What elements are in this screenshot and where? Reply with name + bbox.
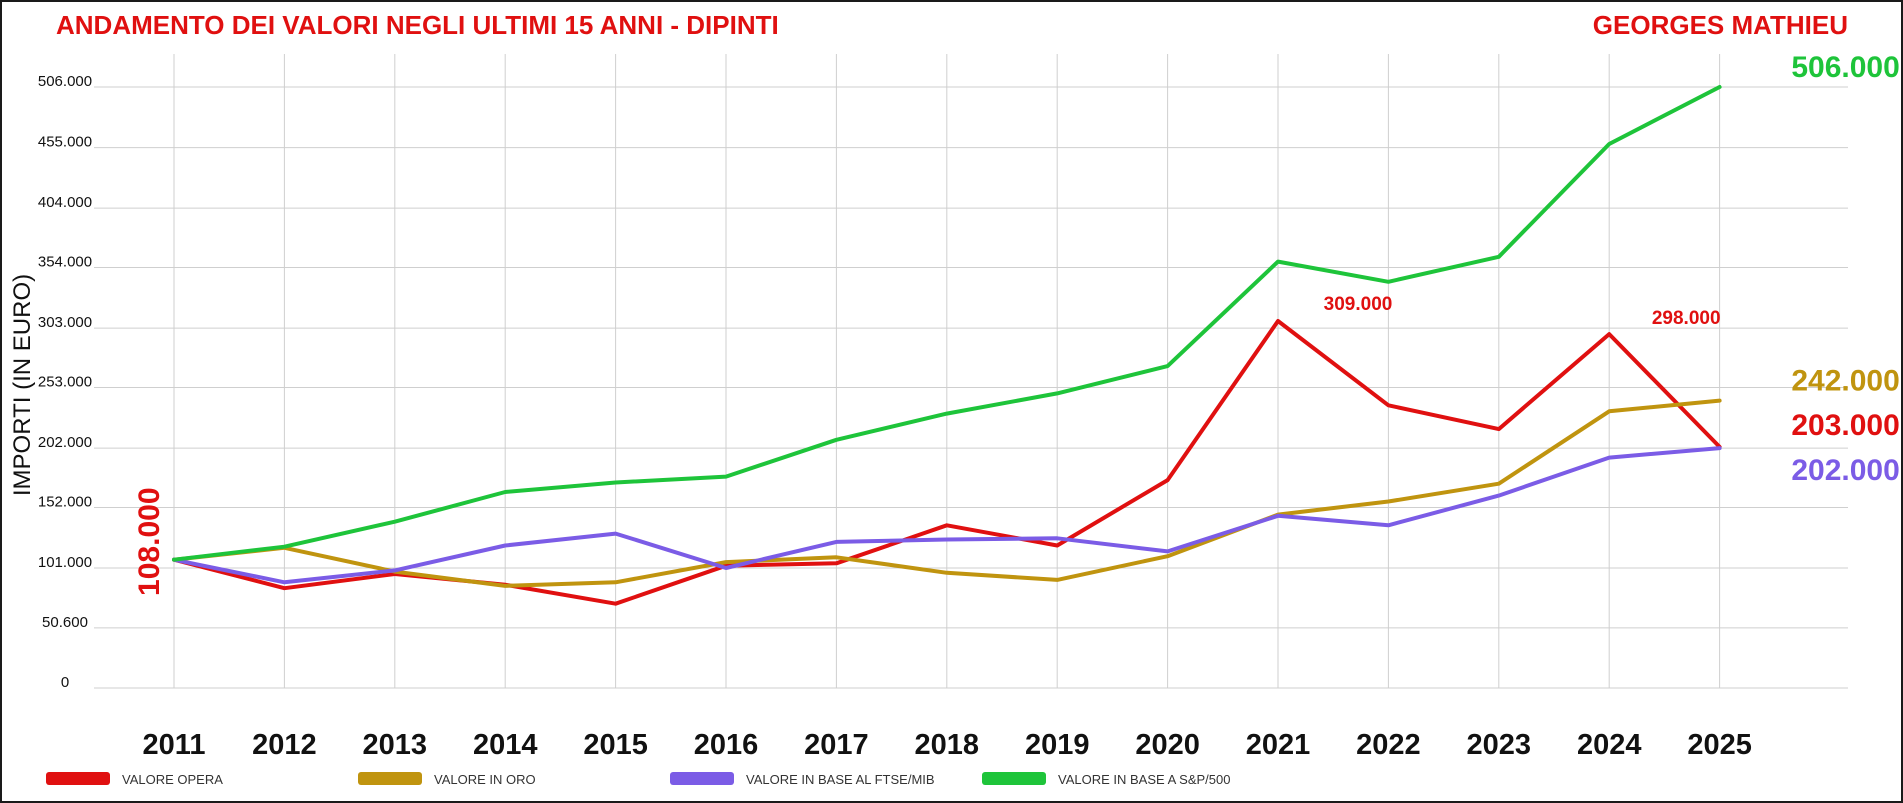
- y-tick-label: 506.000: [38, 73, 92, 90]
- data-label: 309.000: [1324, 294, 1393, 315]
- legend-label-0: VALORE OPERA: [122, 772, 223, 787]
- x-tick-label: 2011: [143, 729, 206, 761]
- legend-swatch-2: [670, 772, 734, 785]
- y-tick-label: 303.000: [38, 314, 92, 331]
- x-tick-label: 2022: [1356, 729, 1421, 761]
- x-tick-label: 2012: [252, 729, 317, 761]
- x-tick-label: 2017: [804, 729, 869, 761]
- legend-label-3: VALORE IN BASE A S&P/500: [1058, 772, 1230, 787]
- x-tick-label: 2024: [1577, 729, 1642, 761]
- series-lines: [172, 85, 1722, 606]
- artist-name: GEORGES MATHIEU: [1593, 10, 1848, 40]
- chart-title: ANDAMENTO DEI VALORI NEGLI ULTIMI 15 ANN…: [56, 10, 779, 40]
- legend: VALORE OPERA VALORE IN ORO VALORE IN BASE …: [46, 772, 1230, 787]
- x-axis-ticks: 2011 2012 2013 2014 2015 2016 2017 2018 2019 2020…: [143, 729, 1752, 761]
- data-label: 506.000: [1791, 51, 1899, 84]
- legend-swatch-0: [46, 772, 110, 785]
- legend-label-2: VALORE IN BASE AL FTSE/MIB: [746, 772, 935, 787]
- y-tick-label: 0: [61, 674, 69, 691]
- x-tick-label: 2021: [1246, 729, 1311, 761]
- series-line-1: [172, 398, 1722, 588]
- y-tick-label: 404.000: [38, 194, 92, 211]
- series-line-2: [172, 446, 1722, 585]
- y-axis-ticks: 0 50.600 101.000 152.000 202.000 253.000 303.0…: [38, 73, 92, 691]
- x-tick-label: 2020: [1135, 729, 1200, 761]
- series-line-3: [172, 85, 1722, 562]
- x-tick-label: 2018: [915, 729, 980, 761]
- y-tick-label: 202.000: [38, 434, 92, 451]
- x-tick-label: 2014: [473, 729, 538, 761]
- y-tick-label: 101.000: [38, 554, 92, 571]
- data-label: 203.000: [1791, 409, 1899, 442]
- y-tick-label: 50.600: [42, 614, 88, 631]
- y-tick-label: 455.000: [38, 134, 92, 151]
- data-label: 108.000: [133, 487, 166, 595]
- data-label: 242.000: [1791, 365, 1899, 398]
- x-tick-label: 2019: [1025, 729, 1090, 761]
- legend-swatch-1: [358, 772, 422, 785]
- data-label: 202.000: [1791, 454, 1899, 487]
- x-tick-label: 2016: [694, 729, 759, 761]
- y-tick-label: 354.000: [38, 254, 92, 271]
- y-axis-label: IMPORTI (IN EURO): [9, 274, 36, 496]
- y-tick-label: 253.000: [38, 374, 92, 391]
- x-tick-label: 2013: [363, 729, 428, 761]
- legend-label-1: VALORE IN ORO: [434, 772, 536, 787]
- y-tick-label: 152.000: [38, 493, 92, 510]
- x-tick-label: 2015: [583, 729, 648, 761]
- data-labels: 108.000 309.000 298.000 506.000 242.000 203.0…: [133, 51, 1900, 596]
- data-label: 298.000: [1652, 308, 1721, 329]
- legend-swatch-3: [982, 772, 1046, 785]
- x-tick-label: 2025: [1687, 729, 1752, 761]
- grid: [94, 54, 1848, 689]
- x-tick-label: 2023: [1467, 729, 1532, 761]
